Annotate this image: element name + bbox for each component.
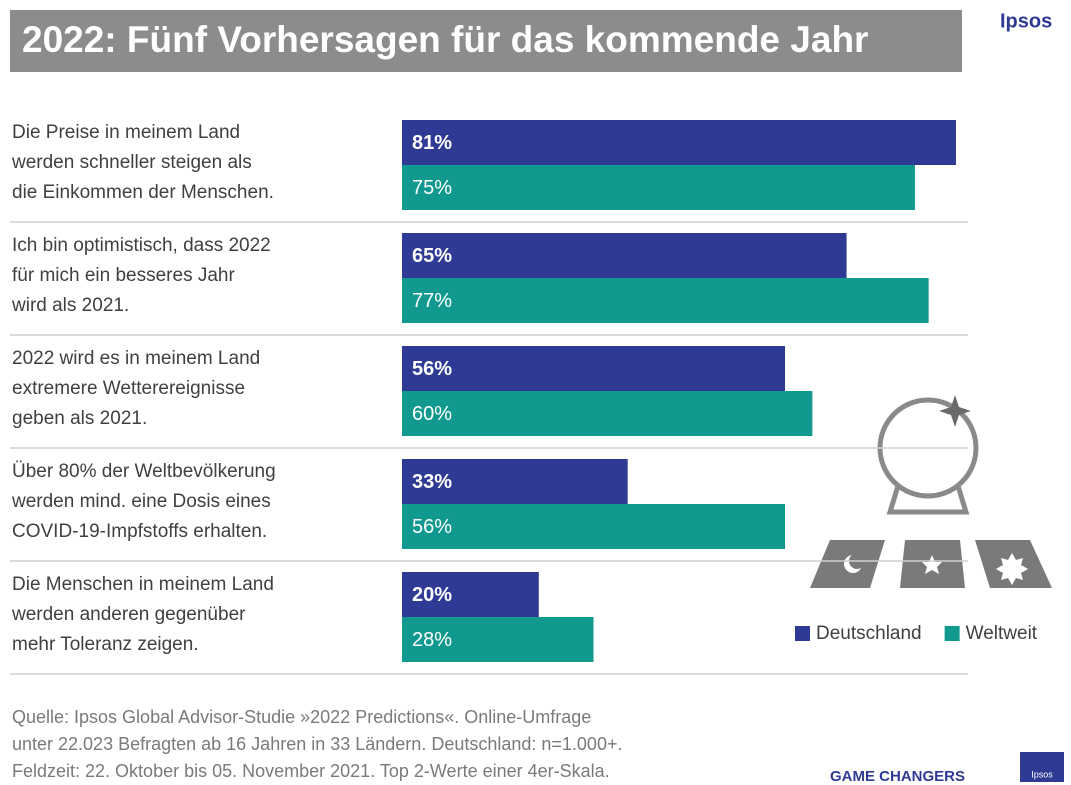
category-label: mehr Toleranz zeigen. bbox=[12, 634, 199, 655]
value-label: 81% bbox=[412, 132, 452, 154]
bar bbox=[402, 572, 539, 617]
bar bbox=[402, 120, 956, 165]
bar bbox=[402, 278, 929, 323]
category-label: werden schneller steigen als bbox=[11, 152, 252, 173]
category-label: Ich bin optimistisch, dass 2022 bbox=[12, 235, 271, 256]
bar bbox=[402, 346, 786, 391]
brand: Ipsos bbox=[1000, 10, 1052, 32]
category-label: werden anderen gegenüber bbox=[11, 604, 246, 625]
value-label: 75% bbox=[412, 177, 452, 199]
value-label: 28% bbox=[412, 629, 452, 651]
source-note: Feldzeit: 22. Oktober bis 05. November 2… bbox=[12, 761, 610, 781]
category-label: 2022 wird es in meinem Land bbox=[12, 348, 260, 369]
value-label: 56% bbox=[412, 516, 452, 538]
bar bbox=[402, 459, 628, 504]
legend-label: Weltweit bbox=[966, 623, 1038, 644]
category-label: Über 80% der Weltbevölkerung bbox=[12, 461, 276, 482]
category-label: wird als 2021. bbox=[11, 295, 129, 316]
category-label: Die Preise in meinem Land bbox=[12, 122, 240, 143]
category-label: für mich ein besseres Jahr bbox=[12, 265, 235, 286]
value-label: 60% bbox=[412, 403, 452, 425]
category-label: COVID-19-Impfstoffs erhalten. bbox=[12, 521, 267, 542]
bar bbox=[402, 233, 847, 278]
logo-text: Ipsos bbox=[1031, 769, 1053, 779]
bar bbox=[402, 165, 915, 210]
value-label: 77% bbox=[412, 290, 452, 312]
bar bbox=[402, 504, 786, 549]
legend-label: Deutschland bbox=[816, 623, 922, 644]
value-label: 65% bbox=[412, 245, 452, 267]
category-label: extremere Wetterereignisse bbox=[12, 378, 245, 399]
title-bar bbox=[10, 10, 962, 72]
source-note: unter 22.023 Befragten ab 16 Jahren in 3… bbox=[12, 734, 622, 754]
category-label: werden mind. eine Dosis eines bbox=[11, 491, 271, 512]
category-label: geben als 2021. bbox=[12, 408, 147, 429]
legend-swatch bbox=[944, 626, 960, 641]
bar bbox=[402, 617, 594, 662]
value-label: 33% bbox=[412, 471, 452, 493]
chart-title: 2022: Fünf Vorhersagen für das kommende … bbox=[22, 19, 868, 60]
value-label: 56% bbox=[412, 358, 452, 380]
value-label: 20% bbox=[412, 584, 452, 606]
cards bbox=[810, 540, 1052, 588]
category-label: Die Menschen in meinem Land bbox=[12, 574, 274, 595]
bar bbox=[402, 391, 813, 436]
category-label: die Einkommen der Menschen. bbox=[12, 182, 274, 203]
logo bbox=[1020, 752, 1064, 782]
crystal-ball bbox=[877, 395, 979, 515]
source-note: Quelle: Ipsos Global Advisor-Studie »202… bbox=[12, 707, 591, 727]
legend-swatch bbox=[795, 626, 810, 641]
footer: GAME CHANGERS bbox=[830, 768, 965, 785]
